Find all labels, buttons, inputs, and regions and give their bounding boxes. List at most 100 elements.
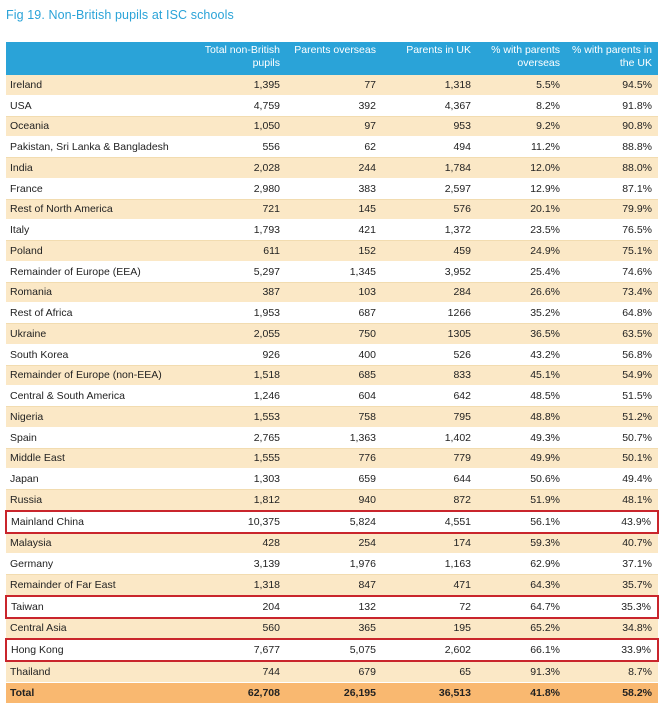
total-cell: 428 <box>198 532 286 555</box>
pct-overseas-cell: 12.0% <box>477 157 566 179</box>
table-row: Remainder of Europe (EEA) 5,297 1,345 3,952… <box>6 261 658 283</box>
total-cell: 5,297 <box>198 261 286 283</box>
region-cell: Remainder of Europe (non-EEA) <box>6 365 198 387</box>
parents-in-uk-cell: 795 <box>382 406 477 428</box>
region-cell: Russia <box>6 489 198 512</box>
table-row: Nigeria 1,553 758 795 48.8% 51.2% <box>6 406 658 428</box>
parents-overseas-cell: 940 <box>286 489 382 512</box>
pct-overseas-cell: 11.2% <box>477 136 566 158</box>
pct-in-uk-cell: 91.8% <box>566 95 658 117</box>
parents-overseas-cell: 5,824 <box>286 509 382 534</box>
total-cell: 2,980 <box>198 178 286 200</box>
table-row: Hong Kong 7,677 5,075 2,602 66.1% 33.9% <box>5 638 659 662</box>
parents-in-uk-cell: 459 <box>382 240 477 262</box>
parents-in-uk-cell: 174 <box>382 532 477 555</box>
total-cell: 387 <box>198 282 286 304</box>
region-cell: Rest of North America <box>6 199 198 221</box>
table-row: Rest of North America 721 145 576 20.1% 79.9% <box>6 199 658 221</box>
pct-overseas-cell: 12.9% <box>477 178 566 200</box>
parents-overseas-cell: 776 <box>286 448 382 470</box>
region-cell: Remainder of Europe (EEA) <box>6 261 198 283</box>
table-row: Remainder of Europe (non-EEA) 1,518 685 833… <box>6 365 658 387</box>
pct-in-uk-cell: 34.8% <box>566 617 658 640</box>
total-cell: 1,318 <box>198 574 286 597</box>
table-row: Middle East 1,555 776 779 49.9% 50.1% <box>6 448 658 470</box>
region-cell: Ukraine <box>6 323 198 345</box>
pct-overseas-cell: 51.9% <box>477 489 566 512</box>
pct-overseas-cell: 66.1% <box>477 638 566 662</box>
parents-overseas-cell: 750 <box>286 323 382 345</box>
parents-overseas-cell: 383 <box>286 178 382 200</box>
region-cell: Japan <box>6 468 198 490</box>
parents-in-uk-cell: 833 <box>382 365 477 387</box>
parents-in-uk-cell: 526 <box>382 344 477 366</box>
region-cell: USA <box>6 95 198 117</box>
total-cell: 1,793 <box>198 219 286 241</box>
parents-in-uk-cell: 953 <box>382 116 477 138</box>
parents-in-uk-cell: 1266 <box>382 302 477 324</box>
parents-overseas-cell: 244 <box>286 157 382 179</box>
parents-in-uk-cell: 1,318 <box>382 75 477 96</box>
pct-in-uk-cell: 33.9% <box>566 638 659 662</box>
parents-overseas-cell: 5,075 <box>286 638 382 662</box>
parents-in-uk-cell: 65 <box>382 661 477 683</box>
table-row: Remainder of Far East 1,318 847 471 64.3% 35.… <box>6 574 658 597</box>
pct-in-uk-cell: 35.7% <box>566 574 658 597</box>
parents-overseas-cell: 152 <box>286 240 382 262</box>
parents-overseas-cell: 400 <box>286 344 382 366</box>
region-cell: France <box>6 178 198 200</box>
table-row: Japan 1,303 659 644 50.6% 49.4% <box>6 468 658 490</box>
pct-overseas-cell: 62.9% <box>477 553 566 575</box>
table-row: Central Asia 560 365 195 65.2% 34.8% <box>6 617 658 640</box>
total-cell: 1,812 <box>198 489 286 512</box>
pct-in-uk-cell: 37.1% <box>566 553 658 575</box>
table-row: Taiwan 204 132 72 64.7% 35.3% <box>5 594 659 619</box>
table-row: Rest of Africa 1,953 687 1266 35.2% 64.8% <box>6 302 658 324</box>
parents-in-uk-cell: 779 <box>382 448 477 470</box>
total-cell: 1,050 <box>198 116 286 138</box>
total-cell: 1,553 <box>198 406 286 428</box>
table-row: Oceania 1,050 97 953 9.2% 90.8% <box>6 116 658 138</box>
total-cell: 1,518 <box>198 365 286 387</box>
pct-in-uk-cell: 54.9% <box>566 365 658 387</box>
total-cell: 1,395 <box>198 75 286 96</box>
pct-in-uk-cell: 35.3% <box>566 594 659 619</box>
header-pct-in-uk: % with parents in the UK <box>566 42 658 75</box>
parents-overseas-cell: 847 <box>286 574 382 597</box>
parents-overseas-cell: 659 <box>286 468 382 490</box>
parents-overseas-cell: 685 <box>286 365 382 387</box>
total-parents-in-uk-cell: 36,513 <box>382 682 477 704</box>
header-row: Total non-British pupils Parents oversea… <box>6 42 658 75</box>
region-cell: Spain <box>6 427 198 449</box>
total-cell: 204 <box>198 594 286 619</box>
pct-overseas-cell: 35.2% <box>477 302 566 324</box>
total-cell: 744 <box>198 661 286 683</box>
pct-in-uk-cell: 40.7% <box>566 532 658 555</box>
total-total-cell: 62,708 <box>198 682 286 704</box>
header-pct-overseas: % with parents overseas <box>477 42 566 75</box>
region-cell: South Korea <box>6 344 198 366</box>
region-cell: Pakistan, Sri Lanka & Bangladesh <box>6 136 198 158</box>
pct-in-uk-cell: 56.8% <box>566 344 658 366</box>
total-pct-overseas-cell: 41.8% <box>477 682 566 704</box>
parents-overseas-cell: 1,363 <box>286 427 382 449</box>
header-parents-in-uk: Parents in UK <box>382 42 477 75</box>
table-row: Ukraine 2,055 750 1305 36.5% 63.5% <box>6 323 658 345</box>
table-row: India 2,028 244 1,784 12.0% 88.0% <box>6 157 658 179</box>
pct-in-uk-cell: 74.6% <box>566 261 658 283</box>
header-total: Total non-British pupils <box>198 42 286 75</box>
pct-overseas-cell: 20.1% <box>477 199 566 221</box>
pct-in-uk-cell: 50.7% <box>566 427 658 449</box>
table-row: Pakistan, Sri Lanka & Bangladesh 556 62 494… <box>6 136 658 158</box>
parents-overseas-cell: 604 <box>286 385 382 407</box>
parents-in-uk-cell: 284 <box>382 282 477 304</box>
region-cell: Central Asia <box>6 617 198 640</box>
parents-overseas-cell: 62 <box>286 136 382 158</box>
region-cell: Ireland <box>6 75 198 96</box>
region-cell: Middle East <box>6 448 198 470</box>
parents-overseas-cell: 392 <box>286 95 382 117</box>
pupils-table: Total non-British pupils Parents oversea… <box>5 42 659 704</box>
pct-in-uk-cell: 75.1% <box>566 240 658 262</box>
region-cell: Oceania <box>6 116 198 138</box>
parents-in-uk-cell: 872 <box>382 489 477 512</box>
